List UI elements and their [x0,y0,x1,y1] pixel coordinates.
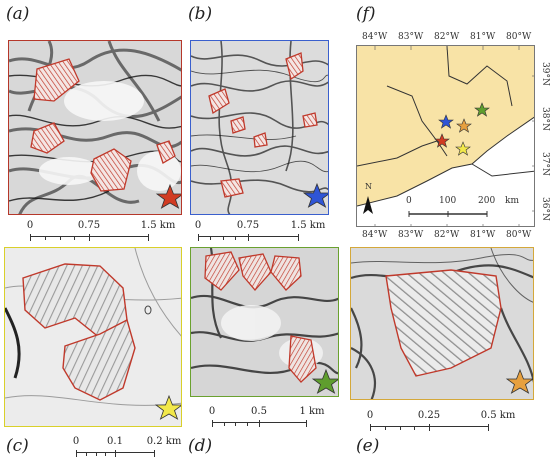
lat-36: 36°N [540,197,550,221]
state-boundary [446,46,513,107]
map-scale-0: 0 [406,196,412,206]
mine-polygon [270,255,302,291]
star-marker-red [434,133,450,148]
north-label: N [365,182,372,191]
scalebar-label: 0 [208,406,216,417]
map-scale-unit: km [505,196,519,206]
star-marker [311,368,338,394]
scalebar-label: 0 [26,220,34,231]
scalebar-label: 0 [366,410,374,421]
mine-polygon [204,251,240,291]
star-marker-orange [456,118,472,133]
lon-bot-82: 82°W [434,230,460,240]
state-boundary [386,85,448,157]
scalebar-label: 0 [194,220,202,231]
scalebar-label: 0.5 [251,406,267,417]
mine-polygon [90,148,132,192]
star-marker-green [474,102,490,117]
mine-polygon [230,116,246,134]
panel-a-hillshade [8,40,182,215]
scalebar-label: 0.75 [236,220,260,231]
lon-top-82: 82°W [434,32,460,42]
terrain-e [351,248,533,399]
scalebar-label: 1.5 km [140,220,176,231]
scalebar-label: 0.75 [77,220,101,231]
star-marker [155,183,181,209]
label-c: (c) [6,436,29,456]
star-marker [302,182,328,208]
mine-polygon [156,140,176,164]
lat-37: 37°N [540,152,550,176]
mine-polygon [220,178,244,198]
label-d: (d) [188,436,213,456]
lon-bot-83: 83°W [398,230,424,240]
scalebar-label: 1 km [299,406,325,417]
star-marker-blue [438,114,454,129]
state-boundary [471,163,534,177]
terrain-b [191,41,328,214]
map-scale-100: 100 [439,196,457,206]
label-b: (b) [188,4,213,24]
mine-polygon [208,88,230,115]
terrain-a [9,41,181,214]
mine-polygon [385,269,502,377]
mine-polygon [238,253,272,291]
lon-top-84: 84°W [362,32,388,42]
panel-d-hillshade [190,247,339,397]
panel-e-hillshade [350,247,534,400]
lon-bot-81: 81°W [470,230,496,240]
lat-39: 39°N [540,62,550,86]
state-boundary [357,116,534,207]
mine-polygon [302,112,318,128]
mine-polygon [33,58,80,102]
mine-polygon [253,132,268,148]
scalebar-label: 0.5 km [480,410,516,421]
north-arrow-icon [363,196,373,214]
mine-polygon [288,335,317,383]
mine-polygon [62,318,136,401]
map-scale-200: 200 [478,196,496,206]
study-region [357,46,534,206]
label-e: (e) [356,436,380,456]
star-marker [505,368,533,394]
panel-b-hillshade [190,40,329,215]
scalebar-label: 0.25 [417,410,441,421]
terrain-c [5,248,181,426]
star-marker [154,394,181,420]
lat-38: 38°N [540,107,550,131]
scalebar-label: 0 [72,436,80,447]
mine-polygon [30,122,65,154]
locator-map [357,46,534,226]
label-a: (a) [6,4,30,24]
panel-f-map: N 0 100 200 km [356,45,535,227]
lon-top-81: 81°W [470,32,496,42]
mine-polygon [285,52,304,81]
lon-top-80: 80°W [506,32,532,42]
scalebar-label: 1.5 km [290,220,326,231]
lon-top-83: 83°W [398,32,424,42]
lon-bot-84: 84°W [362,230,388,240]
state-boundary [357,140,438,167]
scalebar-label: 0.1 [107,436,123,447]
terrain-d [191,248,338,396]
star-marker-yellow [455,141,471,156]
scalebar-label: 0.2 km [146,436,182,447]
map-scalebar [408,211,488,217]
lon-bot-80: 80°W [506,230,532,240]
label-f: (f) [356,4,376,24]
panel-c-hillshade [4,247,182,427]
